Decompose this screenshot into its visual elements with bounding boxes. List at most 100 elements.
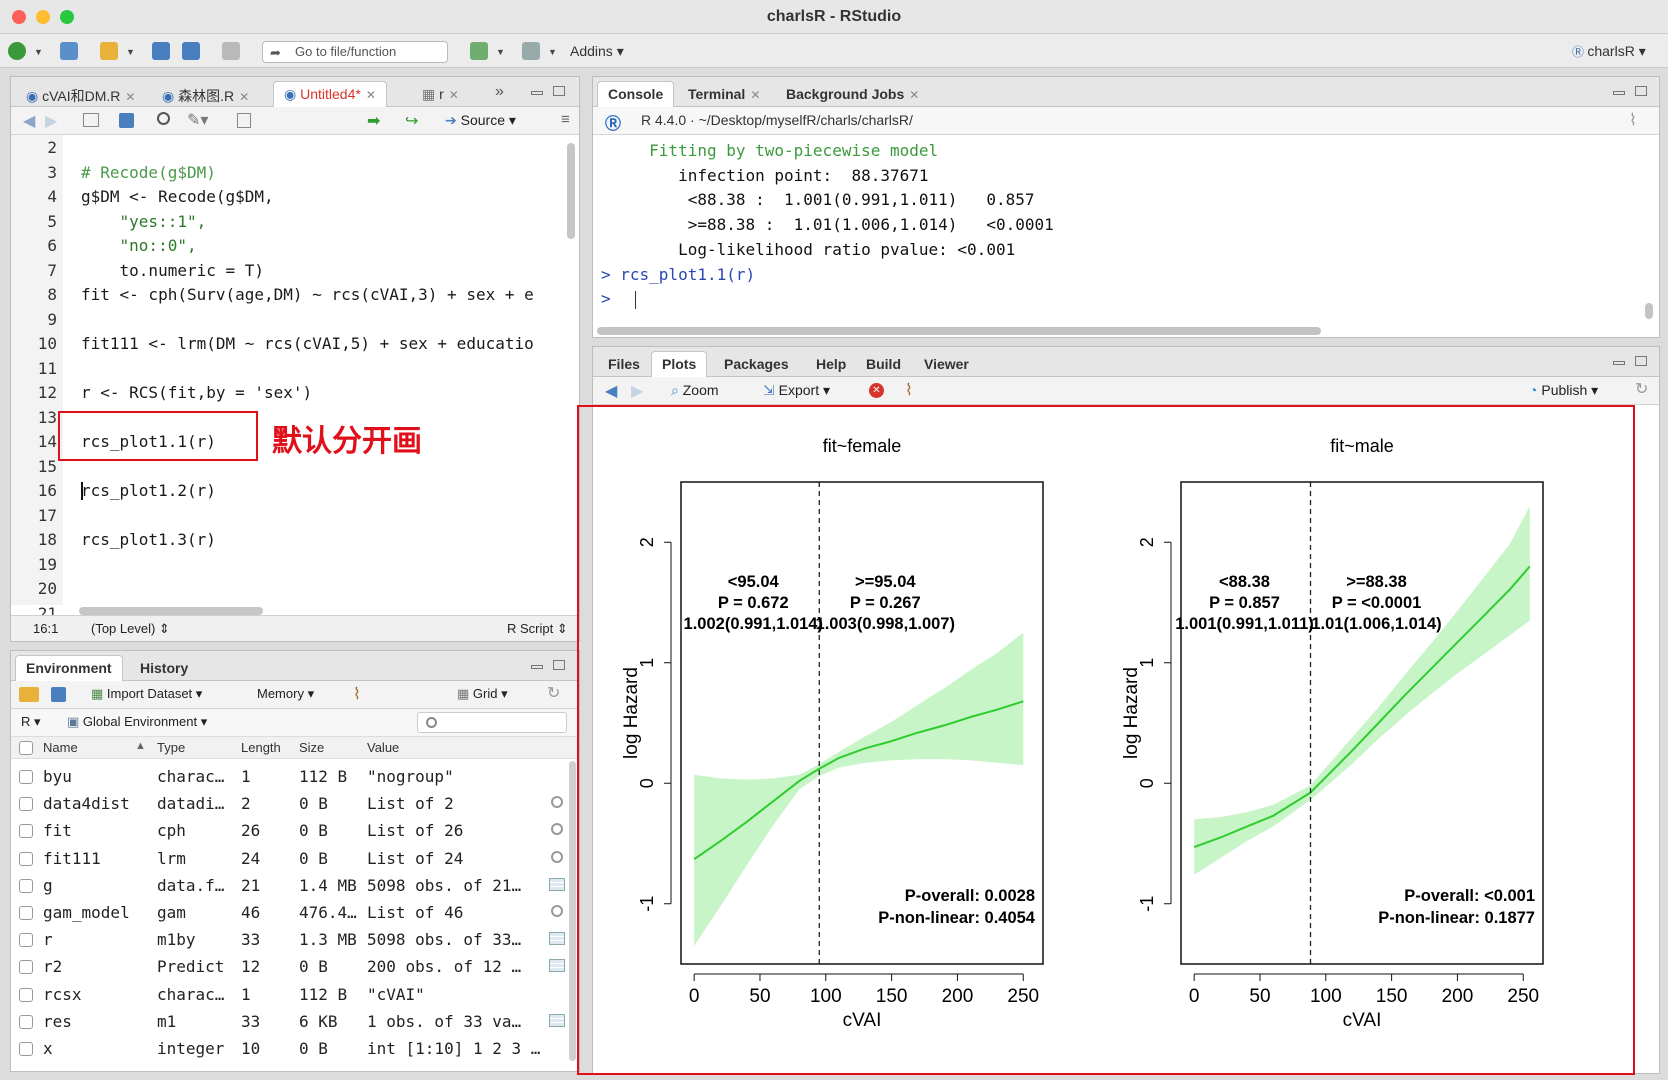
row-checkbox[interactable] — [19, 851, 33, 866]
view-data-grid-icon[interactable] — [549, 932, 565, 946]
close-tab-icon[interactable]: ✕ — [239, 90, 250, 104]
row-checkbox[interactable] — [19, 797, 33, 812]
environment-row[interactable]: fit cph 26 0 B List of 26 — [11, 817, 581, 844]
tab-background-jobs[interactable]: Background Jobs ✕ — [775, 81, 930, 107]
minimize-pane-icon[interactable] — [1613, 361, 1625, 365]
view-data-grid-icon[interactable] — [549, 959, 565, 973]
code-line[interactable]: fit111 <- lrm(DM ~ rcs(cVAI,5) + sex + e… — [81, 334, 534, 353]
new-file-icon[interactable] — [8, 42, 26, 60]
code-tools-wand-icon[interactable]: ✎▾ — [187, 112, 209, 129]
maximize-pane-icon[interactable] — [553, 86, 565, 96]
run-line-icon[interactable]: ➡ — [367, 113, 381, 130]
clear-plots-broom-icon[interactable]: ⌇ — [905, 382, 913, 399]
code-line[interactable]: to.numeric = T) — [81, 260, 265, 280]
code-line[interactable]: fit <- cph(Surv(age,DM) ~ rcs(cVAI,3) + … — [81, 285, 534, 304]
environment-row[interactable]: res m1 33 6 KB 1 obs. of 33 va… — [11, 1008, 581, 1035]
minimize-window-button[interactable] — [36, 10, 50, 24]
chevron-down-icon[interactable]: ▼ — [126, 47, 135, 57]
row-checkbox[interactable] — [19, 960, 33, 975]
chevron-down-icon[interactable]: ▼ — [34, 47, 43, 57]
tab-untitled4[interactable]: ◉ Untitled4* ✕ — [273, 81, 387, 107]
tab-help[interactable]: Help — [816, 356, 847, 372]
back-arrow-icon[interactable]: ◀ — [23, 113, 36, 130]
code-line[interactable]: "yes::1", — [81, 211, 207, 231]
column-header-size[interactable]: Size — [299, 740, 325, 755]
tab-terminal[interactable]: Terminal ✕ — [677, 81, 771, 107]
print-icon[interactable] — [222, 42, 240, 60]
save-icon[interactable] — [152, 42, 170, 60]
view-object-magnifier-icon[interactable] — [551, 796, 563, 809]
search-icon[interactable] — [157, 112, 170, 125]
minimize-pane-icon[interactable] — [531, 665, 543, 669]
close-tab-icon[interactable]: ✕ — [125, 90, 136, 104]
chevron-down-icon[interactable]: ▼ — [496, 47, 505, 57]
scope-dropdown[interactable]: ▣ Global Environment ▾ — [67, 714, 208, 729]
environment-row[interactable]: r m1by 33 1.3 MB 5098 obs. of 33… — [11, 926, 581, 953]
layout-grid-icon[interactable] — [522, 42, 540, 60]
zoom-button[interactable]: ⌕ Zoom — [671, 382, 719, 399]
tab-viewer[interactable]: Viewer — [924, 356, 969, 372]
close-tab-icon[interactable]: ✕ — [750, 88, 761, 102]
save-icon[interactable] — [119, 113, 134, 128]
maximize-pane-icon[interactable] — [553, 660, 565, 670]
tab-environment[interactable]: Environment — [15, 655, 123, 681]
project-menu[interactable]: Ⓡ charlsR ▾ — [1572, 43, 1646, 59]
column-header-type[interactable]: Type — [157, 740, 186, 755]
console-horizontal-scrollbar[interactable] — [597, 327, 1321, 335]
tab-files[interactable]: Files — [608, 356, 640, 372]
maximize-pane-icon[interactable] — [1635, 356, 1647, 366]
close-tab-icon[interactable]: ✕ — [365, 88, 376, 102]
tab-history[interactable]: History — [140, 660, 189, 676]
new-project-icon[interactable] — [60, 42, 78, 60]
code-line[interactable]: rcs_plot1.2(r) — [81, 481, 216, 500]
view-data-grid-icon[interactable] — [549, 1013, 565, 1027]
menu-lines-icon[interactable]: ≡ — [561, 111, 570, 128]
publish-button[interactable]: ◔ Publish ▾ — [1529, 382, 1599, 398]
environment-row[interactable]: g data.f… 21 1.4 MB 5098 obs. of 21… — [11, 872, 581, 899]
horizontal-scrollbar[interactable] — [79, 607, 263, 615]
environment-row[interactable]: x integer 10 0 B int [1:10] 1 2 3 … — [11, 1035, 581, 1062]
column-header-name[interactable]: Name — [43, 740, 78, 755]
environment-row[interactable]: data4dist datadi… 2 0 B List of 2 — [11, 790, 581, 817]
column-header-length[interactable]: Length — [241, 740, 281, 755]
select-all-checkbox[interactable] — [19, 741, 33, 755]
code-line[interactable]: r <- RCS(fit,by = 'sex') — [81, 383, 313, 402]
close-tab-icon[interactable]: ✕ — [909, 88, 920, 102]
tab-build[interactable]: Build — [866, 356, 901, 372]
forward-arrow-icon[interactable]: ▶ — [45, 113, 58, 130]
tab-cvai-dm[interactable]: ◉ cVAI和DM.R ✕ — [15, 81, 146, 107]
rerun-icon[interactable]: ↪ — [405, 113, 419, 130]
environment-row[interactable]: r2 Predict 12 0 B 200 obs. of 12 … — [11, 953, 581, 980]
column-header-value[interactable]: Value — [367, 740, 400, 755]
import-dataset-button[interactable]: ▦ Import Dataset ▾ — [91, 686, 203, 701]
code-line[interactable]: rcs_plot1.1(r) — [81, 432, 216, 451]
environment-row[interactable]: byu charac… 1 112 B "nogroup" — [11, 763, 581, 790]
minimize-pane-icon[interactable] — [1613, 91, 1625, 95]
code-line[interactable]: g$DM <- Recode(g$DM, — [81, 187, 274, 206]
save-workspace-icon[interactable] — [51, 687, 66, 702]
view-object-magnifier-icon[interactable] — [551, 850, 563, 863]
row-checkbox[interactable] — [19, 1014, 33, 1029]
document-outline-icon[interactable] — [237, 113, 251, 128]
tab-packages[interactable]: Packages — [724, 356, 789, 372]
broom-icon[interactable]: ⌇ — [1629, 112, 1637, 129]
show-in-window-icon[interactable] — [83, 113, 99, 127]
code-line[interactable]: # Recode(g$DM) — [81, 162, 216, 182]
scope-selector[interactable]: (Top Level) ⇕ — [91, 621, 170, 636]
tab-console[interactable]: Console — [597, 81, 675, 107]
view-object-magnifier-icon[interactable] — [551, 823, 563, 836]
addins-menu[interactable]: Addins ▾ — [570, 43, 624, 59]
refresh-icon[interactable]: ↻ — [547, 685, 561, 702]
save-all-icon[interactable] — [182, 42, 200, 60]
environment-row[interactable]: fit111 lrm 24 0 B List of 24 — [11, 845, 581, 872]
previous-plot-icon[interactable]: ◀ — [605, 383, 618, 400]
open-file-icon[interactable] — [100, 42, 118, 60]
vertical-scrollbar[interactable] — [567, 143, 575, 239]
more-tabs-icon[interactable]: » — [495, 83, 504, 100]
row-checkbox[interactable] — [19, 824, 33, 839]
export-button[interactable]: ⇲ Export ▾ — [763, 382, 831, 398]
row-checkbox[interactable] — [19, 770, 33, 784]
view-object-magnifier-icon[interactable] — [551, 905, 563, 917]
remove-plot-icon[interactable]: ✕ — [869, 383, 884, 398]
language-selector[interactable]: R ▾ — [21, 714, 41, 729]
